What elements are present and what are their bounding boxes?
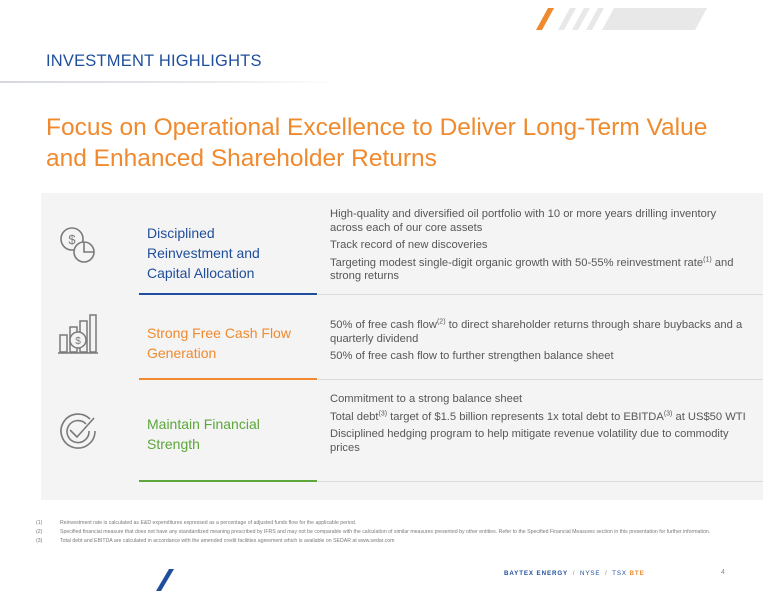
footnote-ref: (3): [663, 409, 673, 417]
highlight-title: Disciplined Reinvestment and Capital All…: [147, 225, 260, 281]
company-name: BAYTEX ENERGY: [504, 570, 569, 577]
highlight-accent-line: [139, 293, 317, 295]
footnote-ref: (1): [703, 255, 712, 263]
bullet-item: Track record of new discoveries: [330, 239, 488, 251]
highlight-row-reinvestment: $ Disciplined Reinvestment and Capital A…: [41, 193, 763, 295]
footnote-ref: (2): [436, 318, 446, 326]
row-divider: [318, 294, 763, 295]
footnote-number: (3): [36, 538, 43, 545]
footnote-number: (2): [36, 529, 43, 536]
check-circle-icon: [60, 413, 96, 449]
cash-bar-chart-icon: $: [58, 314, 98, 354]
highlight-row-financial-strength: Maintain Financial Strength Commitment t…: [41, 380, 763, 482]
highlight-bullets: High-quality and diversified oil portfol…: [330, 208, 750, 288]
exchange-nyse: NYSE: [579, 570, 601, 577]
highlights-panel: [41, 193, 763, 500]
footnote-ref: (3): [378, 409, 388, 417]
bullet-item: High-quality and diversified oil portfol…: [330, 208, 717, 234]
bullet-item: 50% of free cash flow to further strengt…: [330, 350, 614, 362]
section-heading: INVESTMENT HIGHLIGHTS: [46, 52, 262, 70]
bullet-item: 50% of free cash flow(2) to direct share…: [330, 318, 743, 345]
highlight-title: Strong Free Cash Flow Generation: [147, 325, 291, 361]
bullet-item: Disciplined hedging program to help miti…: [330, 428, 729, 454]
highlight-accent-line: [139, 480, 317, 482]
money-pie-chart-icon: $: [60, 227, 95, 263]
footnote: (2) Specified financial measure that does…: [36, 529, 711, 536]
row-divider: [318, 379, 763, 380]
footnote: (1) Reinvestment rate is calculated as E&…: [36, 520, 357, 526]
highlight-bullets: 50% of free cash flow(2) to direct share…: [330, 318, 750, 368]
row-divider: [318, 481, 763, 482]
page-number: 4: [721, 569, 725, 576]
footer-brand: BAYTEX ENERGY / NYSE / TSX BTE: [504, 570, 645, 577]
bullet-item: Total debt(3) target of $1.5 billion rep…: [330, 409, 746, 423]
exchange-tsx: TSX: [612, 570, 627, 577]
footnote: (3) Total debt and EBITDA are calculated …: [36, 538, 395, 545]
page-title: Focus on Operational Excellence to Deliv…: [46, 114, 708, 172]
heading-divider: [0, 81, 340, 83]
svg-text:$: $: [75, 336, 81, 347]
highlight-title: Maintain Financial Strength: [147, 416, 260, 452]
svg-text:$: $: [68, 232, 76, 247]
highlight-bullets: Commitment to a strong balance sheet Tot…: [330, 393, 750, 459]
highlight-accent-line: [139, 378, 317, 380]
ticker-symbol: BTE: [629, 570, 645, 577]
footnotes: (1) Reinvestment rate is calculated as E&…: [36, 520, 726, 547]
highlight-row-free-cash-flow: $ Strong Free Cash Flow Generation 50% o…: [41, 295, 763, 380]
bullet-item: Commitment to a strong balance sheet: [330, 393, 523, 405]
decorative-stripes: [536, 8, 707, 30]
decorative-slash: [156, 569, 174, 591]
bullet-item: Targeting modest single-digit organic gr…: [330, 255, 734, 282]
footnote-number: (1): [36, 520, 43, 526]
